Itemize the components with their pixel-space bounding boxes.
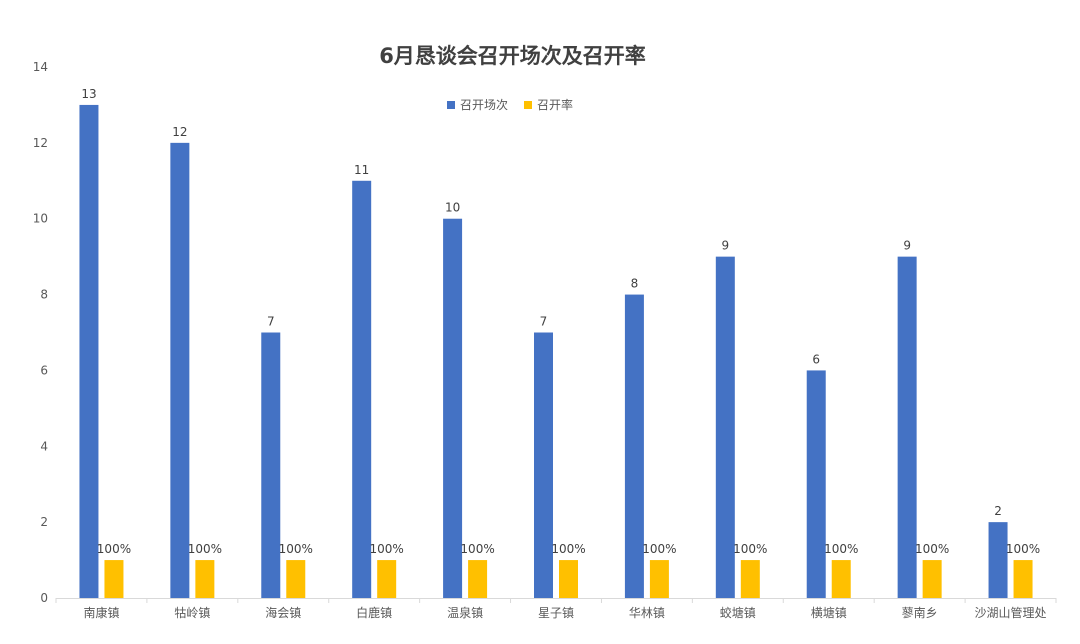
y-tick-label: 6 [40,363,48,377]
legend-swatch-series-1 [447,100,455,109]
bar-series-2 [1013,560,1033,598]
x-tick-label: 牯岭镇 [174,606,210,620]
y-tick-label: 2 [40,515,48,529]
bar-series-2 [922,560,942,598]
x-tick-label: 沙湖山管理处 [975,605,1047,620]
data-label-series-1: 10 [445,201,460,215]
x-tick-label: 南康镇 [83,605,119,620]
bar-series-2 [195,560,215,598]
bar-series-2 [377,560,397,598]
legend-item-series-2: 召开率 [524,96,573,113]
y-tick-label: 12 [33,136,48,150]
bar-series-1 [715,256,735,598]
bar-series-1 [534,332,553,598]
legend-swatch-series-2 [524,100,533,109]
y-tick-label: 4 [40,439,48,453]
x-tick-label: 海会镇 [265,605,301,620]
bar-series-1 [806,370,826,598]
y-tick-label: 14 [33,60,48,74]
bar-series-2 [649,560,669,598]
x-tick-label: 白鹿镇 [356,605,392,620]
x-tick-label: 华林镇 [629,606,665,620]
data-label-series-1: 11 [354,163,369,177]
y-tick-label: 0 [40,591,48,605]
data-label-series-2: 100% [460,542,494,556]
legend: 召开场次 召开率 [447,96,573,113]
y-tick-label: 10 [33,212,48,226]
bar-series-2 [831,560,851,598]
data-label-series-2: 100% [279,542,313,556]
legend-label-series-2: 召开率 [537,98,574,112]
data-label-series-2: 100% [188,542,222,556]
data-label-series-1: 13 [81,87,96,101]
x-tick-label: 横塘镇 [811,605,847,620]
data-label-series-2: 100% [824,542,858,556]
bar-series-1 [443,218,463,598]
bar-series-1 [897,256,917,598]
x-tick-label: 蓼南乡 [902,605,938,620]
data-label-series-1: 2 [994,504,1002,518]
bar-series-2 [104,560,124,598]
x-tick-label: 温泉镇 [447,606,483,620]
bar-series-1 [79,104,99,598]
data-label-series-2: 100% [642,542,676,556]
bar-series-2 [286,560,306,598]
data-label-series-1: 7 [267,315,275,329]
bar-series-1 [170,142,190,598]
bar-series-1 [261,332,281,598]
data-label-series-2: 100% [915,542,949,556]
data-label-series-1: 6 [812,352,820,366]
data-label-series-2: 100% [733,542,767,556]
legend-label-series-1: 召开场次 [460,98,509,112]
y-tick-label: 8 [40,288,48,302]
data-label-series-1: 9 [721,239,729,253]
data-label-series-2: 100% [370,542,404,556]
data-label-series-1: 12 [172,125,187,139]
legend-item-series-1: 召开场次 [447,96,508,113]
data-label-series-2: 100% [97,542,131,556]
bar-series-2 [559,560,578,598]
x-tick-label: 星子镇 [538,606,574,620]
data-label-series-1: 7 [540,315,548,329]
x-tick-label: 蛟塘镇 [720,605,756,620]
data-label-series-1: 8 [631,277,639,291]
data-label-series-2: 100% [1006,542,1040,556]
chart-title: 6月恳谈会召开场次及召开率 [379,44,646,68]
bar-series-1 [352,180,372,599]
bar-series-1 [988,522,1008,598]
bar-series-1 [624,294,644,598]
data-label-series-1: 9 [903,239,911,253]
data-label-series-2: 100% [551,542,585,556]
bar-series-2 [740,560,760,598]
bar-series-2 [468,560,488,598]
